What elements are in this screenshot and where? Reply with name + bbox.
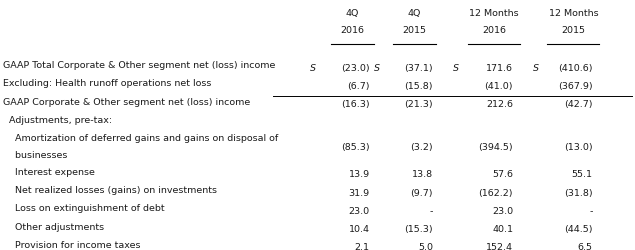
Text: S: S	[374, 64, 380, 73]
Text: Provision for income taxes: Provision for income taxes	[3, 241, 141, 250]
Text: Other adjustments: Other adjustments	[3, 223, 104, 232]
Text: 4Q: 4Q	[408, 9, 422, 18]
Text: 4Q: 4Q	[345, 9, 359, 18]
Text: 10.4: 10.4	[349, 225, 370, 234]
Text: S: S	[453, 64, 459, 73]
Text: (13.0): (13.0)	[564, 142, 592, 152]
Text: 31.9: 31.9	[349, 189, 370, 198]
Text: 57.6: 57.6	[492, 170, 513, 179]
Text: businesses: businesses	[3, 151, 67, 160]
Text: Net realized losses (gains) on investments: Net realized losses (gains) on investmen…	[3, 186, 217, 195]
Text: Adjustments, pre-tax:: Adjustments, pre-tax:	[3, 116, 112, 125]
Text: 5.0: 5.0	[418, 244, 433, 250]
Text: 55.1: 55.1	[572, 170, 592, 179]
Text: (394.5): (394.5)	[478, 142, 513, 152]
Text: 13.8: 13.8	[412, 170, 433, 179]
Text: GAAP Total Corporate & Other segment net (loss) income: GAAP Total Corporate & Other segment net…	[3, 61, 276, 70]
Text: (31.8): (31.8)	[564, 189, 592, 198]
Text: 6.5: 6.5	[577, 244, 592, 250]
Text: Loss on extinguishment of debt: Loss on extinguishment of debt	[3, 204, 165, 214]
Text: (42.7): (42.7)	[564, 100, 592, 109]
Text: (21.3): (21.3)	[404, 100, 433, 109]
Text: -: -	[430, 207, 433, 216]
Text: (3.2): (3.2)	[410, 142, 433, 152]
Text: Amortization of deferred gains and gains on disposal of: Amortization of deferred gains and gains…	[3, 134, 278, 143]
Text: (367.9): (367.9)	[558, 82, 592, 91]
Text: 23.0: 23.0	[349, 207, 370, 216]
Text: (44.5): (44.5)	[564, 225, 592, 234]
Text: 12 Months: 12 Months	[549, 9, 598, 18]
Text: 40.1: 40.1	[492, 225, 513, 234]
Text: 2.1: 2.1	[354, 244, 370, 250]
Text: (23.0): (23.0)	[341, 64, 370, 73]
Text: 2015: 2015	[561, 26, 585, 35]
Text: GAAP Corporate & Other segment net (loss) income: GAAP Corporate & Other segment net (loss…	[3, 98, 250, 107]
Text: S: S	[533, 64, 538, 73]
Text: (15.8): (15.8)	[404, 82, 433, 91]
Text: (9.7): (9.7)	[411, 189, 433, 198]
Text: (37.1): (37.1)	[404, 64, 433, 73]
Text: -: -	[589, 207, 592, 216]
Text: 12 Months: 12 Months	[469, 9, 519, 18]
Text: (41.0): (41.0)	[485, 82, 513, 91]
Text: 23.0: 23.0	[492, 207, 513, 216]
Text: (6.7): (6.7)	[347, 82, 370, 91]
Text: 2016: 2016	[482, 26, 506, 35]
Text: 2016: 2016	[340, 26, 364, 35]
Text: 171.6: 171.6	[486, 64, 513, 73]
Text: 152.4: 152.4	[486, 244, 513, 250]
Text: Excluding: Health runoff operations net loss: Excluding: Health runoff operations net …	[3, 80, 211, 88]
Text: 2015: 2015	[403, 26, 427, 35]
Text: (162.2): (162.2)	[479, 189, 513, 198]
Text: Interest expense: Interest expense	[3, 168, 95, 177]
Text: S: S	[311, 64, 316, 73]
Text: (15.3): (15.3)	[404, 225, 433, 234]
Text: (16.3): (16.3)	[341, 100, 370, 109]
Text: 212.6: 212.6	[486, 100, 513, 109]
Text: (410.6): (410.6)	[558, 64, 592, 73]
Text: (85.3): (85.3)	[341, 142, 370, 152]
Text: 13.9: 13.9	[349, 170, 370, 179]
